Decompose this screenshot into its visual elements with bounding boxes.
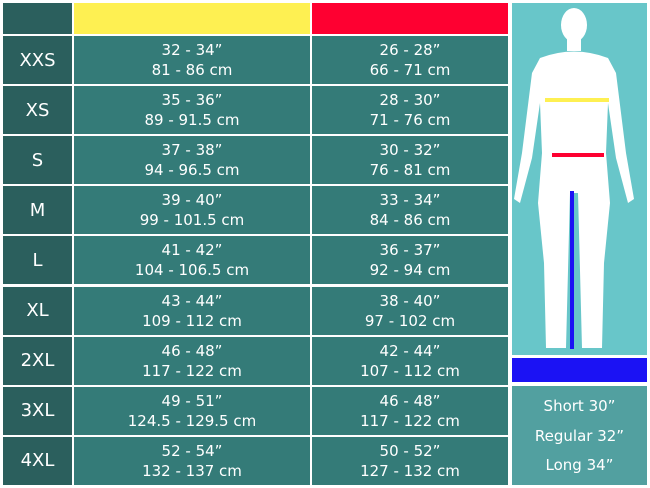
waist-in: 28 - 30” (379, 91, 441, 110)
chest-cm: 117 - 122 cm (142, 361, 242, 380)
chest-cm: 94 - 96.5 cm (144, 161, 240, 180)
waist-cell: 50 - 52” 127 - 132 cm (312, 436, 508, 485)
chest-cell: 49 - 51” 124.5 - 129.5 cm (74, 386, 310, 435)
size-label: S (3, 136, 72, 185)
size-label: 4XL (3, 436, 72, 485)
waist-in: 36 - 37” (379, 241, 441, 260)
waist-cm: 76 - 81 cm (369, 161, 451, 180)
size-label: 3XL (3, 386, 72, 435)
chest-cm: 99 - 101.5 cm (139, 211, 245, 230)
waist-cell: 38 - 40” 97 - 102 cm (312, 286, 508, 335)
body-silhouette-icon (514, 8, 634, 349)
chest-cell: 32 - 34” 81 - 86 cm (74, 36, 310, 84)
waist-cm: 92 - 94 cm (369, 261, 451, 280)
chest-line (545, 98, 609, 102)
inseam-regular: Regular 32” (534, 426, 625, 445)
chest-cell: 37 - 38” 94 - 96.5 cm (74, 136, 310, 185)
chest-cell: 39 - 40” 99 - 101.5 cm (74, 186, 310, 235)
chest-in: 32 - 34” (161, 41, 223, 59)
inseam-line (570, 191, 574, 349)
waist-color-header (312, 3, 508, 34)
chest-cell: 43 - 44” 109 - 112 cm (74, 286, 310, 335)
waist-cm: 117 - 122 cm (360, 411, 460, 430)
waist-cell: 26 - 28” 66 - 71 cm (312, 36, 508, 84)
waist-in: 46 - 48” (379, 391, 441, 410)
chest-in: 46 - 48” (161, 341, 223, 360)
chest-cm: 104 - 106.5 cm (134, 261, 250, 280)
inseam-short: Short 30” (543, 397, 616, 416)
chest-cm: 81 - 86 cm (151, 61, 233, 79)
waist-cm: 66 - 71 cm (369, 61, 451, 79)
header-corner (3, 3, 72, 34)
waist-in: 50 - 52” (379, 441, 441, 460)
inseam-lengths: Short 30” Regular 32” Long 34” (512, 386, 647, 485)
chest-color-header (74, 3, 310, 34)
waist-in: 38 - 40” (379, 291, 441, 310)
chest-cm: 132 - 137 cm (142, 461, 242, 480)
waist-cell: 33 - 34” 84 - 86 cm (312, 186, 508, 235)
size-label: 2XL (3, 336, 72, 385)
size-label: XXS (3, 36, 72, 84)
waist-cm: 97 - 102 cm (364, 311, 456, 330)
chest-in: 49 - 51” (161, 391, 223, 410)
waist-in: 42 - 44” (379, 341, 441, 360)
waist-in: 33 - 34” (379, 191, 441, 210)
waist-cell: 42 - 44” 107 - 112 cm (312, 336, 508, 385)
waist-cm: 127 - 132 cm (360, 461, 460, 480)
size-label: XS (3, 86, 72, 135)
chest-in: 39 - 40” (161, 191, 223, 210)
chest-in: 43 - 44” (161, 291, 223, 310)
size-label: M (3, 186, 72, 235)
waist-in: 30 - 32” (379, 141, 441, 160)
chest-cell: 46 - 48” 117 - 122 cm (74, 336, 310, 385)
chest-cell: 52 - 54” 132 - 137 cm (74, 436, 310, 485)
chest-cm: 124.5 - 129.5 cm (127, 411, 257, 430)
chest-in: 37 - 38” (161, 141, 223, 160)
body-figure-panel (512, 3, 647, 355)
inseam-long: Long 34” (545, 455, 614, 474)
size-label: L (3, 236, 72, 285)
chest-cm: 89 - 91.5 cm (144, 111, 240, 130)
waist-cm: 71 - 76 cm (369, 111, 451, 130)
waist-cm: 107 - 112 cm (360, 361, 460, 380)
chest-cell: 35 - 36” 89 - 91.5 cm (74, 86, 310, 135)
waist-in: 26 - 28” (379, 41, 441, 59)
chest-in: 52 - 54” (161, 441, 223, 460)
chest-in: 41 - 42” (161, 241, 223, 260)
waist-cell: 36 - 37” 92 - 94 cm (312, 236, 508, 285)
chest-cm: 109 - 112 cm (142, 311, 242, 330)
waist-cell: 46 - 48” 117 - 122 cm (312, 386, 508, 435)
inseam-color-key (512, 358, 647, 382)
chest-in: 35 - 36” (161, 91, 223, 110)
waist-cm: 84 - 86 cm (369, 211, 451, 230)
waist-cell: 28 - 30” 71 - 76 cm (312, 86, 508, 135)
chest-cell: 41 - 42” 104 - 106.5 cm (74, 236, 310, 285)
waist-line (552, 153, 604, 157)
waist-cell: 30 - 32” 76 - 81 cm (312, 136, 508, 185)
size-label: XL (3, 286, 72, 335)
